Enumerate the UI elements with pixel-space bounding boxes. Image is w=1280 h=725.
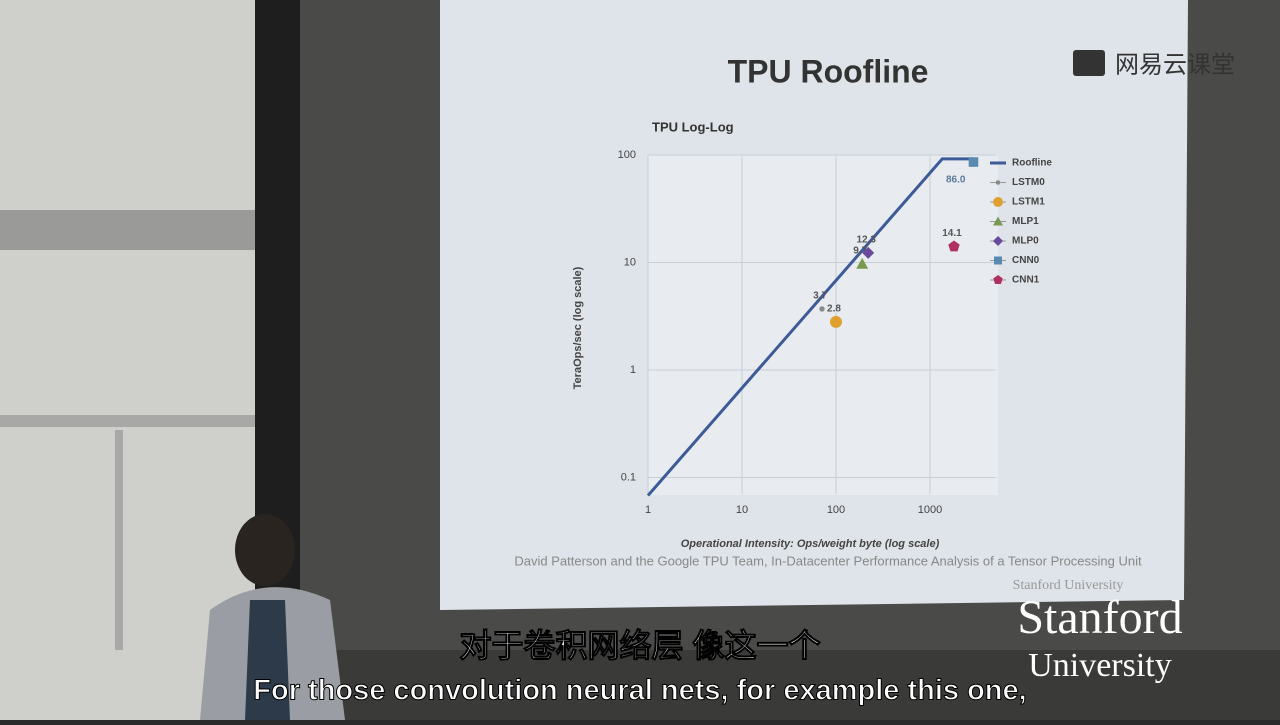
- marker-pentagon: [948, 240, 960, 252]
- watermark-icon: [1073, 50, 1105, 76]
- data-label: 12.3: [856, 234, 876, 245]
- plot-area: [648, 155, 998, 495]
- subtitle-en: For those convolution neural nets, for e…: [253, 675, 1026, 707]
- logo-line2: University: [1028, 647, 1172, 684]
- legend-label: MLP0: [1012, 236, 1039, 247]
- marker-diamond: [862, 246, 875, 259]
- legend-marker: [994, 256, 1002, 265]
- data-label: 14.1: [942, 228, 962, 239]
- data-label: 86.0: [946, 175, 966, 186]
- shirt: [245, 600, 290, 720]
- speaker: [200, 514, 345, 720]
- data-label: 3.7: [813, 291, 827, 302]
- legend-marker: [993, 197, 1003, 207]
- legend-label: CNN0: [1012, 255, 1040, 266]
- x-tick-label: 10: [736, 504, 748, 516]
- y-tick-label: 1: [630, 364, 636, 376]
- wall-rail: [0, 415, 255, 427]
- data-label: 9.7: [853, 246, 867, 257]
- subtitle-zh: 对于卷积网络层 像这一个: [460, 627, 821, 663]
- chart-subtitle: TPU Log-Log: [652, 119, 734, 134]
- head: [235, 514, 295, 586]
- watermark: 网易云课堂: [1115, 51, 1235, 78]
- x-tick-label: 100: [827, 504, 845, 516]
- marker-circle: [830, 315, 842, 328]
- wall-post: [115, 430, 123, 650]
- legend-marker: [995, 180, 1001, 185]
- legend-label: Roofline: [1012, 158, 1052, 169]
- legend-label: MLP1: [1012, 216, 1039, 227]
- wall-beam: [0, 210, 258, 250]
- y-axis-label: TeraOps/sec (log scale): [572, 266, 584, 389]
- x-tick-label: 1000: [918, 504, 942, 516]
- slide-footer: Stanford University: [1013, 578, 1124, 593]
- legend-marker: [993, 236, 1003, 246]
- legend-marker: [993, 216, 1003, 226]
- x-tick-label: 1: [645, 504, 651, 516]
- legend-label: LSTM0: [1012, 177, 1045, 188]
- left-wall: [0, 0, 255, 720]
- chart-title: TPU Roofline: [728, 53, 929, 89]
- legend-label: LSTM1: [1012, 197, 1045, 208]
- y-tick-label: 100: [618, 149, 636, 161]
- roofline: [646, 157, 974, 497]
- y-tick-label: 0.1: [621, 471, 636, 483]
- citation: David Patterson and the Google TPU Team,…: [514, 553, 1142, 568]
- marker-square: [968, 157, 979, 167]
- logo-line1: Stanford: [1017, 591, 1182, 644]
- marker-dot: [819, 306, 825, 312]
- marker-triangle: [856, 257, 869, 269]
- data-label: 2.8: [827, 304, 841, 315]
- y-tick-label: 10: [624, 256, 636, 268]
- x-axis-label: Operational Intensity: Ops/weight byte (…: [681, 538, 940, 550]
- legend-marker: [993, 275, 1003, 285]
- legend-label: CNN1: [1012, 275, 1040, 286]
